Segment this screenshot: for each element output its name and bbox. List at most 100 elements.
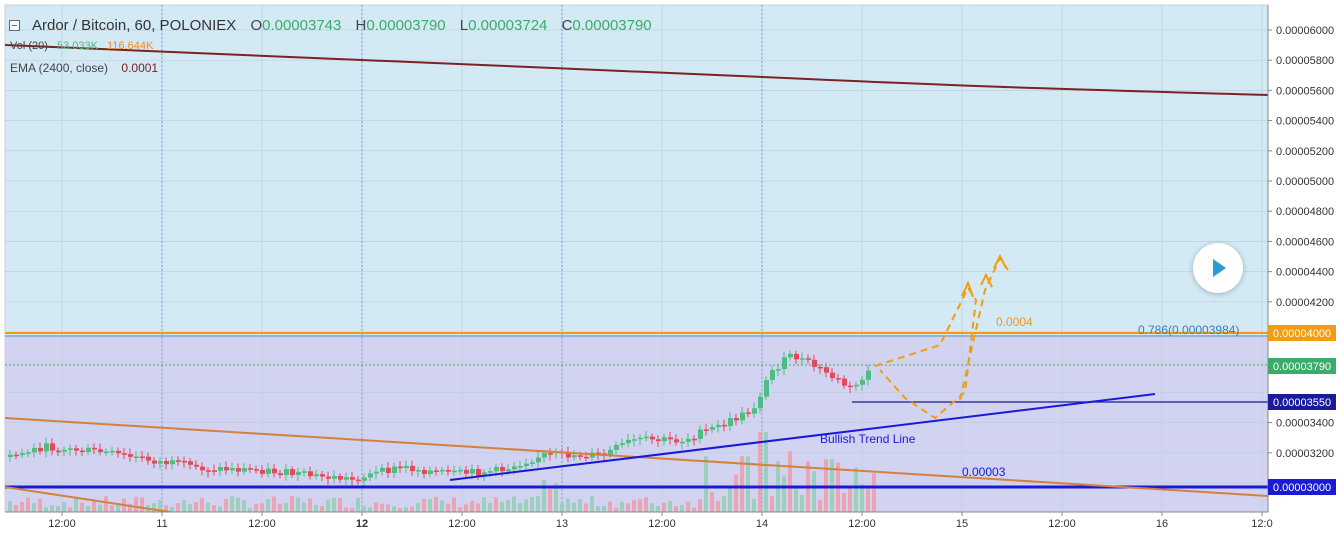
price-tick-label: 0.00005200: [1276, 146, 1334, 158]
volume-bar: [20, 501, 24, 512]
drawing-tools[interactable]: 0.786(0.00003984) 0.0004 Bullish Trend Lin…: [4, 253, 1269, 513]
candle-body: [788, 353, 793, 358]
candle-body: [638, 437, 643, 440]
volume-bar: [74, 496, 78, 512]
candle-body: [50, 443, 55, 451]
candle-body: [524, 463, 529, 467]
candle-body: [380, 467, 385, 472]
low-value: 0.00003724: [468, 17, 548, 34]
volume-bar: [356, 498, 360, 512]
volume-bar: [104, 496, 108, 512]
candle-body: [68, 448, 73, 450]
candle-body: [824, 367, 829, 373]
play-replay-button[interactable]: [1193, 243, 1243, 293]
candle-body: [716, 424, 721, 428]
volume-indicator-row[interactable]: Vol (20) 53.033K 116.644K: [10, 40, 153, 52]
volume-value-2: 116.644K: [107, 40, 154, 52]
candle-body: [842, 378, 847, 386]
candle-body: [170, 460, 175, 465]
candle-body: [116, 450, 121, 454]
volume-bar: [38, 498, 42, 512]
volume-bar: [302, 502, 306, 512]
bullish-trend-line[interactable]: [449, 393, 1156, 481]
projection-arrowhead-2: [980, 272, 993, 288]
candle-body: [38, 447, 43, 452]
volume-bar: [872, 473, 876, 512]
candle-body: [74, 448, 79, 451]
volume-bar: [782, 475, 786, 512]
volume-bar: [614, 507, 618, 512]
volume-bar: [590, 496, 594, 512]
candle-body: [80, 450, 85, 453]
volume-bar: [842, 492, 846, 512]
candle-body: [104, 451, 109, 453]
volume-bar: [818, 499, 822, 512]
candle-body: [446, 469, 451, 472]
high-value: 0.00003790: [366, 17, 446, 34]
candle-body: [356, 479, 361, 482]
volume-bar: [362, 506, 366, 512]
candle-body: [398, 466, 403, 469]
volume-bar: [674, 506, 678, 512]
time-tick-label: 16: [1156, 518, 1168, 530]
candle-body: [254, 469, 259, 471]
volume-bar: [308, 498, 312, 512]
symbol-title[interactable]: Ardor / Bitcoin, 60, POLONIEX: [32, 17, 237, 34]
volume-bar: [422, 498, 426, 512]
candle-body: [596, 452, 601, 455]
candle-body: [224, 467, 229, 471]
volume-bar: [584, 503, 588, 512]
open-value: 0.00003743: [262, 17, 342, 34]
candle-body: [572, 455, 577, 458]
volume-bar: [626, 503, 630, 512]
candle-body: [752, 408, 757, 414]
volume-bar: [134, 496, 138, 512]
candle-body: [440, 469, 445, 472]
candle-body: [86, 447, 91, 452]
collapse-legend-button[interactable]: [9, 20, 20, 31]
candlesticks: [4, 44, 1269, 487]
volume-bar: [536, 496, 540, 512]
volume-bar: [398, 507, 402, 512]
ema-value: 0.0001: [121, 61, 159, 75]
price-label-last-bg: [1268, 358, 1336, 374]
candle-body: [62, 449, 67, 452]
time-tick-label: 12:00: [48, 518, 76, 530]
candle-body: [386, 467, 391, 473]
volume-bar: [722, 496, 726, 512]
play-icon: [1213, 259, 1226, 277]
volume-bar: [380, 503, 384, 512]
candle-body: [434, 470, 439, 472]
low-label: L: [459, 17, 469, 34]
volume-bar: [488, 502, 492, 512]
candle-body: [416, 469, 421, 472]
volume-bar: [212, 505, 216, 512]
candle-body: [812, 359, 817, 367]
volume-bar: [686, 501, 690, 512]
candle-body: [458, 469, 463, 472]
candle-body: [158, 461, 163, 464]
candle-body: [188, 461, 193, 465]
ema-indicator-row[interactable]: EMA (2400, close) 0.0001: [10, 61, 158, 75]
volume-bar: [14, 505, 18, 512]
candle-body: [860, 379, 865, 385]
volume-bar: [704, 456, 708, 512]
volume-bar: [62, 502, 66, 512]
descending-trend-line-2[interactable]: [4, 486, 171, 513]
candle-body: [494, 467, 499, 472]
price-label-resistance-bg: [1268, 325, 1336, 341]
volume-bar: [116, 504, 120, 512]
candle-body: [632, 439, 637, 441]
projection-path-1[interactable]: [874, 285, 978, 420]
volume-bar: [620, 501, 624, 512]
volume-bar: [866, 486, 870, 512]
volume-bar: [332, 497, 336, 512]
volume-bar: [662, 502, 666, 512]
candle-body: [56, 450, 61, 453]
candle-body: [548, 453, 553, 455]
volume-bar: [260, 503, 264, 512]
candle-body: [866, 370, 871, 380]
price-tick-label: 0.00004600: [1276, 236, 1334, 248]
